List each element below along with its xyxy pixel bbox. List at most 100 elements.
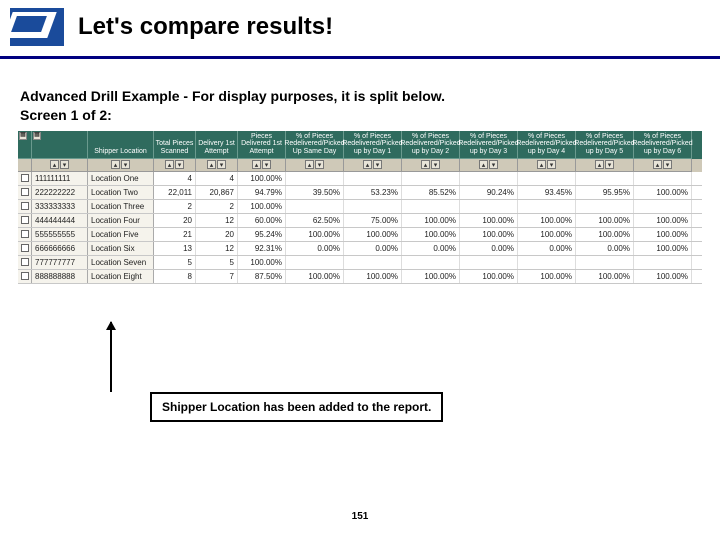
sort-asc-icon[interactable]: ▴	[50, 160, 59, 169]
header-pct-day1[interactable]: % of Pieces Redelivered/Picked up by Day…	[344, 131, 402, 159]
cell-del1: 7	[196, 270, 238, 283]
subtitle-line-1: Advanced Drill Example - For display pur…	[20, 87, 700, 106]
header-pct-day3[interactable]: % of Pieces Redelivered/Picked up by Day…	[460, 131, 518, 159]
subtitle-line-2: Screen 1 of 2:	[20, 106, 700, 125]
sort-asc-icon[interactable]: ▴	[595, 160, 604, 169]
row-checkbox[interactable]	[18, 186, 32, 199]
header-delivery-1st[interactable]: Delivery 1st Attempt	[196, 131, 238, 159]
cell-d5: 0.00%	[576, 242, 634, 255]
sort-asc-icon[interactable]: ▴	[479, 160, 488, 169]
sort-desc-icon[interactable]: ▾	[60, 160, 69, 169]
sort-asc-icon[interactable]: ▴	[165, 160, 174, 169]
header-pct-day4[interactable]: % of Pieces Redelivered/Picked up by Day…	[518, 131, 576, 159]
header-pct-same-day[interactable]: % of Pieces Redelivered/Picked Up Same D…	[286, 131, 344, 159]
sort-icon[interactable]: ▦	[33, 132, 41, 140]
cell-d4: 100.00%	[518, 214, 576, 227]
cell-location: Location One	[88, 172, 154, 185]
cell-d4: 100.00%	[518, 270, 576, 283]
sort-desc-icon[interactable]: ▾	[431, 160, 440, 169]
expand-icon[interactable]: ▦	[19, 132, 27, 140]
cell-location: Location Three	[88, 200, 154, 213]
sort-asc-icon[interactable]: ▴	[252, 160, 261, 169]
cell-d6: 100.00%	[634, 242, 692, 255]
sort-desc-icon[interactable]: ▾	[547, 160, 556, 169]
header-pct-day6[interactable]: % of Pieces Redelivered/Picked up by Day…	[634, 131, 692, 159]
cell-total: 20	[154, 214, 196, 227]
cell-d4: 0.00%	[518, 242, 576, 255]
sort-asc-icon[interactable]: ▴	[421, 160, 430, 169]
row-checkbox[interactable]	[18, 270, 32, 283]
cell-location: Location Four	[88, 214, 154, 227]
sort-desc-icon[interactable]: ▾	[217, 160, 226, 169]
cell-d4	[518, 172, 576, 185]
cell-d1: 0.00%	[344, 242, 402, 255]
cell-shipper-id: 444444444	[32, 214, 88, 227]
sort-asc-icon[interactable]: ▴	[363, 160, 372, 169]
ctrl-id: ▴▾	[32, 159, 88, 172]
cell-d2: 85.52%	[402, 186, 460, 199]
callout-box: Shipper Location has been added to the r…	[150, 392, 443, 422]
cell-del1: 20	[196, 228, 238, 241]
header-total-pieces[interactable]: Total Pieces Scanned	[154, 131, 196, 159]
cell-del1: 5	[196, 256, 238, 269]
cell-d0: 100.00%	[286, 270, 344, 283]
row-checkbox[interactable]	[18, 228, 32, 241]
cell-location: Location Five	[88, 228, 154, 241]
row-checkbox[interactable]	[18, 256, 32, 269]
sort-desc-icon[interactable]: ▾	[175, 160, 184, 169]
cell-total: 8	[154, 270, 196, 283]
sort-asc-icon[interactable]: ▴	[653, 160, 662, 169]
row-checkbox[interactable]	[18, 242, 32, 255]
table-control-row: ▴▾ ▴▾ ▴▾ ▴▾ ▴▾ ▴▾ ▴▾ ▴▾ ▴▾ ▴▾ ▴▾ ▴▾	[18, 159, 702, 172]
sort-desc-icon[interactable]: ▾	[663, 160, 672, 169]
page-title: Let's compare results!	[78, 13, 333, 41]
cell-shipper-id: 777777777	[32, 256, 88, 269]
header-pct-day2[interactable]: % of Pieces Redelivered/Picked up by Day…	[402, 131, 460, 159]
table-row: 888888888Location Eight8787.50%100.00%10…	[18, 270, 702, 284]
row-checkbox[interactable]	[18, 200, 32, 213]
header-shipper-location[interactable]: Shipper Location	[88, 131, 154, 159]
row-checkbox[interactable]	[18, 214, 32, 227]
cell-d6: 100.00%	[634, 186, 692, 199]
ctrl-d0: ▴▾	[286, 159, 344, 172]
header-pct-day5[interactable]: % of Pieces Redelivered/Picked up by Day…	[576, 131, 634, 159]
subtitle: Advanced Drill Example - For display pur…	[0, 59, 720, 129]
ctrl-d1: ▴▾	[344, 159, 402, 172]
sort-asc-icon[interactable]: ▴	[537, 160, 546, 169]
sort-asc-icon[interactable]: ▴	[305, 160, 314, 169]
cell-d2: 100.00%	[402, 228, 460, 241]
row-checkbox[interactable]	[18, 172, 32, 185]
header-pieces-delivered[interactable]: Pieces Delivered 1st Attempt	[238, 131, 286, 159]
cell-d2: 100.00%	[402, 214, 460, 227]
sort-desc-icon[interactable]: ▾	[489, 160, 498, 169]
cell-shipper-id: 111111111	[32, 172, 88, 185]
cell-d4: 93.45%	[518, 186, 576, 199]
cell-d2: 100.00%	[402, 270, 460, 283]
ctrl-d6: ▴▾	[634, 159, 692, 172]
cell-pdel: 95.24%	[238, 228, 286, 241]
ctrl-d3: ▴▾	[460, 159, 518, 172]
cell-shipper-id: 666666666	[32, 242, 88, 255]
cell-d5	[576, 200, 634, 213]
cell-pdel: 87.50%	[238, 270, 286, 283]
cell-d6	[634, 172, 692, 185]
ctrl-check	[18, 159, 32, 172]
cell-d3	[460, 200, 518, 213]
cell-total: 21	[154, 228, 196, 241]
cell-pdel: 100.00%	[238, 172, 286, 185]
cell-d3	[460, 256, 518, 269]
usps-logo-icon	[10, 8, 64, 46]
cell-d3: 0.00%	[460, 242, 518, 255]
cell-d1	[344, 172, 402, 185]
cell-d1: 75.00%	[344, 214, 402, 227]
sort-desc-icon[interactable]: ▾	[315, 160, 324, 169]
sort-asc-icon[interactable]: ▴	[207, 160, 216, 169]
cell-d1: 100.00%	[344, 228, 402, 241]
cell-d3: 90.24%	[460, 186, 518, 199]
sort-desc-icon[interactable]: ▾	[605, 160, 614, 169]
sort-desc-icon[interactable]: ▾	[262, 160, 271, 169]
cell-d0	[286, 200, 344, 213]
sort-asc-icon[interactable]: ▴	[111, 160, 120, 169]
sort-desc-icon[interactable]: ▾	[121, 160, 130, 169]
sort-desc-icon[interactable]: ▾	[373, 160, 382, 169]
